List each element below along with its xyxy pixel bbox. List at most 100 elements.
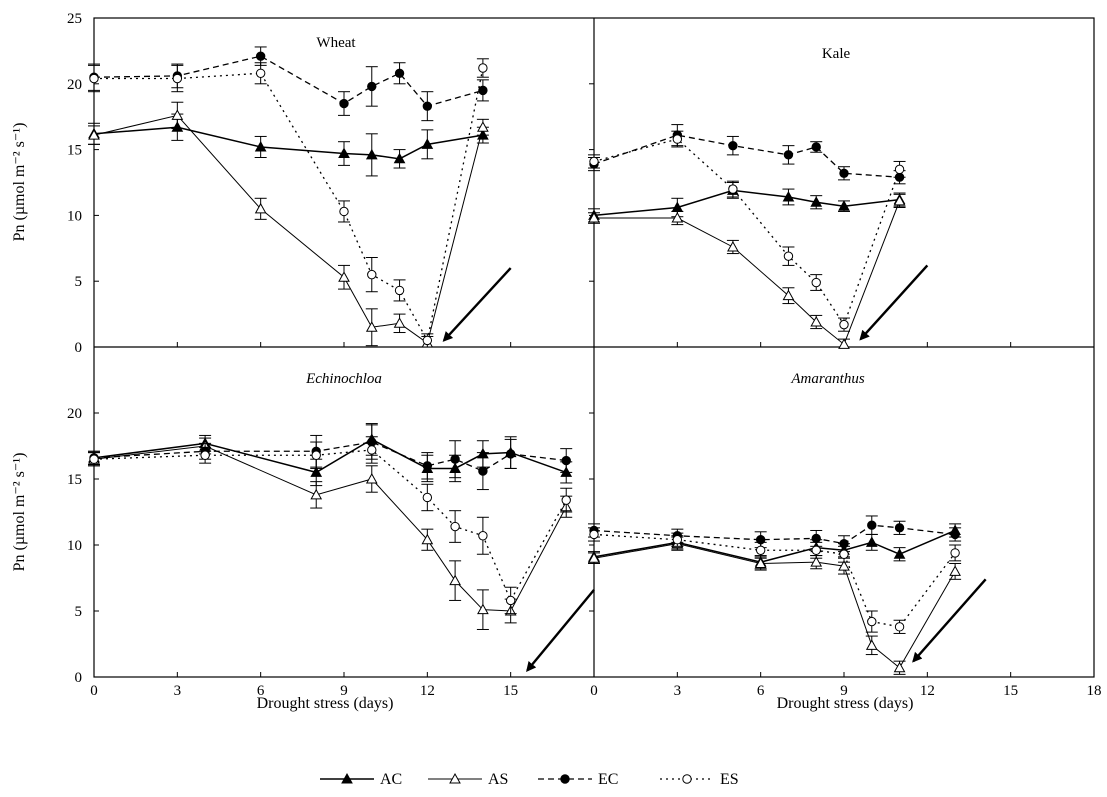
marker-ec [950, 529, 960, 540]
marker-es [561, 495, 571, 505]
series-line-es [93, 449, 567, 602]
x-tick-label-right: 3 [674, 683, 682, 699]
series-line-es [94, 67, 484, 343]
marker-es [89, 73, 99, 84]
y-tick-label-bottom: 10 [67, 538, 82, 554]
x-tick-label-left: 6 [257, 683, 265, 699]
marker-ec [478, 85, 488, 96]
legend-label: EC [598, 771, 618, 788]
marker-es [839, 319, 849, 330]
marker-as [588, 212, 600, 223]
marker-as [365, 472, 378, 484]
series-es [88, 58, 489, 348]
marker-es [811, 277, 821, 288]
marker-ec [422, 101, 433, 111]
marker-ec [422, 461, 433, 471]
series-line-es [593, 533, 956, 628]
rewatering-arrow [859, 264, 929, 341]
marker-as [171, 109, 184, 120]
marker-as [838, 338, 850, 349]
marker-ec [894, 523, 905, 533]
series-line-ac [593, 189, 900, 217]
marker-es [478, 63, 488, 73]
marker-as [754, 557, 767, 568]
marker-as [449, 574, 461, 586]
series-line-ac [593, 529, 956, 563]
legend: AC AS EC ES [320, 771, 739, 788]
series-es [588, 527, 962, 634]
series-ec [588, 124, 906, 185]
marker-ec [811, 142, 821, 152]
marker-ec [255, 51, 266, 61]
y-tick-label-top: 25 [67, 11, 82, 27]
legend-item-as: AS [428, 771, 508, 788]
marker-ac [310, 466, 323, 477]
marker-ec [560, 774, 570, 784]
marker-es [339, 206, 349, 217]
marker-ac [393, 152, 406, 164]
x-tick-label-right: 12 [920, 683, 935, 699]
panel-echinochloa: Echinochloa [88, 371, 595, 672]
y-tick-label-bottom: 20 [67, 406, 82, 422]
panel-title: Echinochloa [305, 371, 382, 387]
series-line-ac [93, 438, 567, 474]
marker-es [394, 285, 405, 296]
legend-item-ec: EC [538, 771, 618, 788]
marker-ac [421, 138, 434, 149]
marker-as [893, 194, 906, 206]
marker-ac [782, 190, 795, 202]
marker-ac [810, 196, 823, 207]
y-tick-label-top: 0 [75, 340, 83, 356]
series-line-ec [93, 55, 484, 107]
series-ac [588, 182, 906, 223]
marker-as [310, 488, 323, 500]
marker-es [311, 450, 321, 460]
marker-as [477, 603, 489, 615]
marker-es [894, 164, 905, 175]
series-as [588, 193, 906, 349]
marker-es [811, 545, 821, 555]
marker-ec [811, 533, 821, 544]
y-tick-label-top: 15 [67, 143, 82, 159]
marker-es [589, 529, 599, 540]
marker-ac [838, 200, 850, 211]
marker-ac [865, 536, 878, 547]
series-es [588, 130, 906, 332]
marker-es [682, 774, 692, 784]
marker-ec [561, 455, 571, 466]
y-tick-label-bottom: 5 [75, 604, 83, 620]
marker-es [450, 521, 460, 532]
marker-ec [394, 68, 405, 78]
marker-ec [339, 98, 349, 109]
y-tick-label-top: 20 [67, 77, 82, 93]
marker-as [477, 121, 489, 132]
legend-label: AS [488, 771, 508, 788]
y-tick-label-bottom: 15 [67, 472, 82, 488]
marker-ec [839, 168, 849, 178]
panel-amaranthus: Amaranthus [588, 371, 987, 675]
marker-as [782, 289, 795, 301]
panel-wheat: Wheat [88, 35, 512, 348]
rewatering-arrow [442, 267, 512, 342]
legend-label: AC [380, 771, 402, 788]
marker-ac [254, 140, 267, 152]
marker-as [421, 533, 434, 545]
marker-es [950, 548, 960, 558]
rewatering-arrow [912, 578, 987, 663]
x-tick-label-left: 15 [503, 683, 518, 699]
marker-es [422, 335, 433, 346]
marker-as [588, 552, 600, 563]
marker-es [672, 535, 683, 545]
marker-es [367, 445, 377, 455]
marker-ac [893, 548, 906, 559]
legend-item-es: ES [660, 771, 739, 788]
marker-ec [505, 449, 516, 459]
series-es [88, 436, 573, 615]
marker-es [367, 269, 377, 280]
series-ac [88, 113, 489, 177]
marker-ec [367, 81, 377, 92]
marker-ac [365, 148, 378, 160]
marker-ac [338, 147, 350, 159]
marker-es [783, 251, 794, 261]
